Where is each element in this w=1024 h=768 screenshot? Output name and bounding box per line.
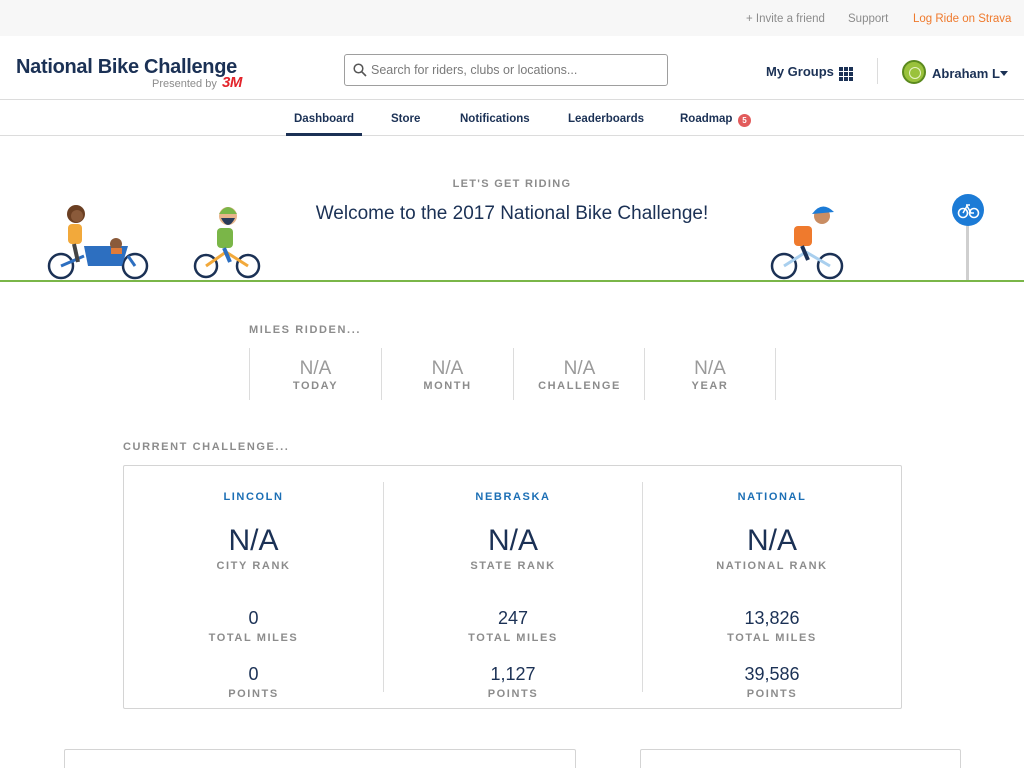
total-miles-label: TOTAL MILES <box>468 632 558 644</box>
miles-value: N/A <box>563 358 596 379</box>
avatar[interactable] <box>902 60 926 84</box>
user-menu-name[interactable]: Abraham L <box>932 66 1000 81</box>
miles-value: N/A <box>694 358 726 379</box>
rank-value: N/A <box>487 524 538 557</box>
miles-month: N/A MONTH <box>381 348 513 400</box>
points-label: POINTS <box>228 688 279 700</box>
site-header: National Bike Challenge Presented by 3M … <box>0 36 1024 100</box>
bottom-card-right <box>640 749 961 768</box>
tab-roadmap[interactable]: Roadmap <box>680 113 733 125</box>
tab-dashboard[interactable]: Dashboard <box>285 113 363 136</box>
miles-challenge: N/A CHALLENGE <box>513 348 645 400</box>
challenge-column-lincoln: LINCOLN N/A CITY RANK 0 TOTAL MILES 0 PO… <box>124 482 383 700</box>
region-title[interactable]: NATIONAL <box>737 491 807 503</box>
challenge-column-nebraska: NEBRASKA N/A STATE RANK 247 TOTAL MILES … <box>383 482 642 700</box>
miles-period-label: CHALLENGE <box>538 380 621 392</box>
challenge-column-national: NATIONAL N/A NATIONAL RANK 13,826 TOTAL … <box>642 482 901 700</box>
hero-kicker: LET'S GET RIDING <box>452 178 572 190</box>
bearded-rider-illustration <box>193 207 261 279</box>
total-miles-value: 13,826 <box>744 608 800 628</box>
miles-value: N/A <box>431 358 464 379</box>
log-ride-strava-link[interactable]: Log Ride on Strava <box>913 13 1012 25</box>
points-label: POINTS <box>487 688 539 700</box>
invite-friend-link[interactable]: + Invite a friend <box>746 13 825 25</box>
brand-presented-by: Presented by <box>152 78 217 90</box>
grid-icon[interactable] <box>839 67 853 81</box>
bike-sign-icon <box>952 194 984 226</box>
miles-period-label: YEAR <box>691 380 729 392</box>
region-title[interactable]: LINCOLN <box>223 491 284 503</box>
rank-value: N/A <box>228 524 279 557</box>
total-miles-value: 0 <box>248 608 259 628</box>
sign-post <box>966 224 969 280</box>
miles-period-label: TODAY <box>292 380 339 392</box>
points-value: 39,586 <box>744 664 800 684</box>
brand-logo-title[interactable]: National Bike Challenge <box>16 56 237 78</box>
current-challenge-label: CURRENT CHALLENGE... <box>123 441 290 453</box>
rank-value: N/A <box>746 524 797 557</box>
search-box[interactable] <box>344 54 668 86</box>
rank-label: NATIONAL RANK <box>716 560 828 572</box>
my-groups-link[interactable]: My Groups <box>766 64 834 79</box>
challenge-card: LINCOLN N/A CITY RANK 0 TOTAL MILES 0 PO… <box>123 465 902 709</box>
miles-today: N/A TODAY <box>249 348 381 400</box>
miles-ridden-label: MILES RIDDEN... <box>249 324 362 336</box>
cargo-bike-rider-illustration <box>47 205 149 280</box>
tab-store[interactable]: Store <box>391 113 421 125</box>
tab-notifications[interactable]: Notifications <box>460 113 530 125</box>
points-value: 1,127 <box>490 664 536 684</box>
roadmap-count-badge: 5 <box>738 114 751 127</box>
miles-year: N/A YEAR <box>644 348 776 400</box>
total-miles-label: TOTAL MILES <box>727 632 817 644</box>
hero-title: Welcome to the 2017 National Bike Challe… <box>315 203 709 224</box>
main-nav: Dashboard Store Notifications Leaderboar… <box>0 100 1024 136</box>
sponsor-logo: 3M <box>222 74 242 91</box>
points-value: 0 <box>248 664 259 684</box>
caret-down-icon[interactable] <box>1000 71 1008 76</box>
bottom-card-left <box>64 749 576 768</box>
rank-label: CITY RANK <box>216 560 291 572</box>
region-title[interactable]: NEBRASKA <box>475 491 551 503</box>
utility-bar: + Invite a friend Support Log Ride on St… <box>0 0 1024 36</box>
total-miles-label: TOTAL MILES <box>208 632 299 644</box>
miles-period-label: MONTH <box>423 380 472 392</box>
helmet-rider-illustration <box>770 206 844 280</box>
ground-line <box>0 280 1024 282</box>
total-miles-value: 247 <box>497 608 529 628</box>
search-input[interactable] <box>371 55 661 85</box>
search-icon <box>353 63 367 77</box>
rank-label: STATE RANK <box>470 560 556 572</box>
tab-leaderboards[interactable]: Leaderboards <box>568 113 645 125</box>
header-divider <box>877 58 878 84</box>
miles-value: N/A <box>299 358 332 379</box>
points-label: POINTS <box>746 688 798 700</box>
support-link[interactable]: Support <box>848 13 889 25</box>
